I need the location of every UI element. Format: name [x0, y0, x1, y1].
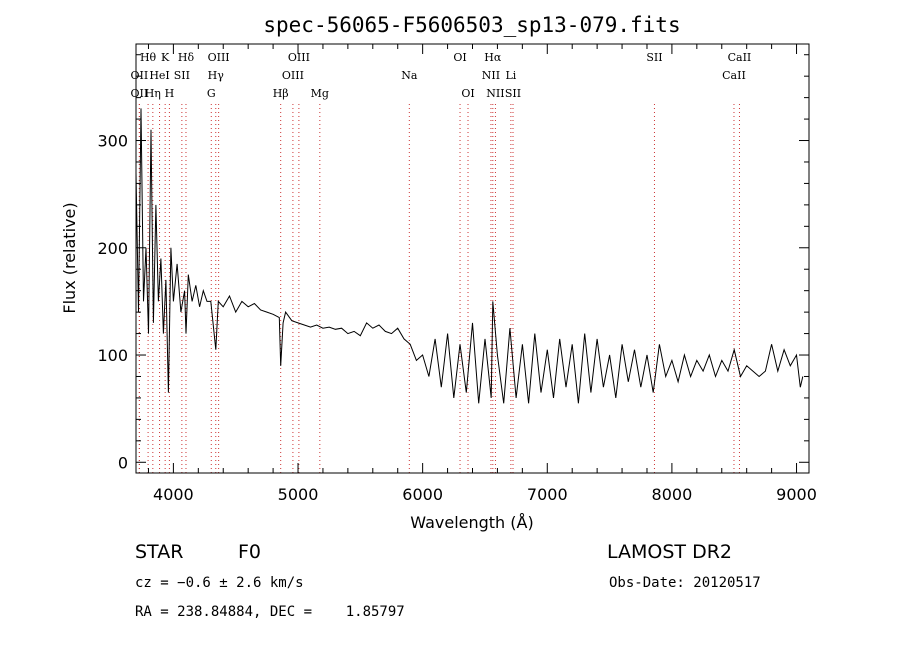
- redshift-cz: cz = −0.6 ± 2.6 km/s: [135, 575, 304, 591]
- x-tick-label: 9000: [776, 485, 817, 504]
- line-label: CaII: [728, 51, 752, 64]
- line-labels: Hθ K Hδ OIII OIII OI Hα SII CaII OII HeI SII Hγ OIII N…: [131, 51, 752, 100]
- line-label: Hβ: [273, 87, 289, 100]
- chart-title: spec-56065-F5606503_sp13-079.fits: [263, 13, 680, 37]
- line-label: Hθ: [140, 51, 157, 64]
- x-tick-label: 6000: [402, 485, 443, 504]
- sky-coordinates: RA = 238.84884, DEC = 1.85797: [135, 604, 405, 620]
- object-subclass: F0: [238, 541, 262, 563]
- y-tick-label: 200: [97, 239, 128, 258]
- object-class: STAR: [135, 541, 184, 563]
- line-label: SII: [646, 51, 662, 64]
- line-label: K: [161, 51, 170, 64]
- line-label: SII: [174, 69, 190, 82]
- x-tick-label: 5000: [278, 485, 319, 504]
- y-axis-ticks: 0 100 200 300: [97, 54, 809, 472]
- y-tick-label: 100: [97, 346, 128, 365]
- survey-name: LAMOST DR2: [607, 541, 732, 563]
- line-label: OI: [453, 51, 466, 64]
- line-label: Hγ: [208, 69, 225, 82]
- line-label: NII: [482, 69, 500, 82]
- y-tick-label: 0: [118, 453, 128, 472]
- observation-date: Obs-Date: 20120517: [609, 575, 761, 591]
- line-label: Hδ: [178, 51, 195, 64]
- plot-frame: [135, 43, 810, 474]
- line-label: Li: [505, 69, 516, 82]
- line-label: CaII: [722, 69, 746, 82]
- spectrum-series: [135, 108, 804, 404]
- line-label: OII: [131, 69, 149, 82]
- x-tick-label: 7000: [527, 485, 568, 504]
- line-label: H: [165, 87, 175, 100]
- y-tick-label: 300: [97, 132, 128, 151]
- line-label: OII: [131, 87, 149, 100]
- line-label: OIII: [208, 51, 230, 64]
- line-label: Hη: [145, 87, 161, 100]
- line-label: NII: [486, 87, 504, 100]
- line-label: G: [207, 87, 216, 100]
- line-label: Na: [401, 69, 418, 82]
- x-axis-label: Wavelength (Å): [410, 513, 533, 532]
- spectrum-line: [135, 108, 804, 404]
- x-tick-label: 8000: [652, 485, 693, 504]
- line-markers: [138, 104, 740, 473]
- line-label: SII: [505, 87, 521, 100]
- line-label: OIII: [288, 51, 310, 64]
- line-label: OI: [461, 87, 474, 100]
- x-tick-label: 4000: [153, 485, 194, 504]
- line-label: HeI: [149, 69, 169, 82]
- line-label: Mg: [311, 87, 329, 100]
- line-label: Hα: [484, 51, 502, 64]
- line-label: OIII: [282, 69, 304, 82]
- x-axis-ticks: 4000 5000 6000 7000 8000 9000: [147, 44, 817, 504]
- y-axis-label: Flux (relative): [60, 202, 79, 313]
